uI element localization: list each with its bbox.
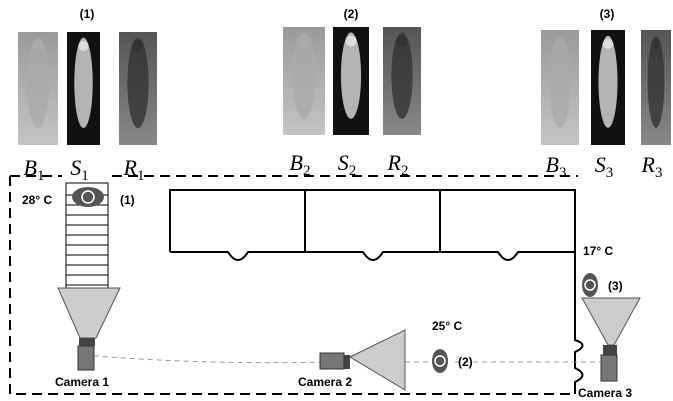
silhouette xyxy=(127,37,149,129)
temperature: 28° C xyxy=(22,193,52,207)
subscript: 2 xyxy=(303,163,311,179)
image-label: B1 xyxy=(24,155,45,184)
silhouette-head xyxy=(554,38,566,50)
silhouette xyxy=(74,37,93,129)
person-label: (3) xyxy=(608,279,623,293)
silhouette-head xyxy=(651,39,661,49)
image-label: B2 xyxy=(290,150,311,179)
camera-label: Camera 1 xyxy=(55,375,109,389)
lens xyxy=(603,345,617,355)
letter: S xyxy=(338,150,349,175)
group-label: (2) xyxy=(344,7,359,21)
subscript: 3 xyxy=(655,165,663,181)
silhouette-head xyxy=(297,34,311,48)
person-label: (1) xyxy=(120,193,135,207)
silhouette-head xyxy=(78,41,89,51)
silhouette xyxy=(26,37,50,129)
lens xyxy=(342,355,350,369)
image-label: R3 xyxy=(641,152,663,181)
silhouette xyxy=(549,35,571,128)
silhouette xyxy=(391,32,413,119)
silhouette xyxy=(647,35,665,128)
image-label: R2 xyxy=(387,150,409,179)
subscript: 1 xyxy=(37,168,45,184)
camera xyxy=(77,345,95,371)
camera xyxy=(319,352,345,370)
silhouette-head xyxy=(132,40,144,52)
camera xyxy=(600,354,618,382)
person-label: (2) xyxy=(458,355,473,369)
image-label: S2 xyxy=(338,150,357,179)
silhouette-head xyxy=(345,35,357,47)
silhouette-head xyxy=(32,40,44,52)
image-label: S3 xyxy=(595,152,614,181)
camera-view xyxy=(348,329,406,391)
camera-label: Camera 2 xyxy=(298,375,352,389)
person xyxy=(582,273,598,297)
letter: B xyxy=(546,152,559,177)
lens xyxy=(79,338,95,346)
silhouette xyxy=(292,32,316,119)
image-label: B3 xyxy=(546,152,567,181)
letter: R xyxy=(641,152,656,177)
subscript: 1 xyxy=(137,168,145,184)
silhouette-head xyxy=(396,35,408,47)
subscript: 2 xyxy=(349,163,357,179)
letter: R xyxy=(123,155,138,180)
letter: S xyxy=(70,155,81,180)
subscript: 2 xyxy=(401,163,409,179)
temperature: 25° C xyxy=(432,319,462,333)
group-label: (3) xyxy=(600,7,615,21)
subscript: 3 xyxy=(559,165,567,181)
temperature: 17° C xyxy=(583,244,613,258)
image-label: S1 xyxy=(70,155,89,184)
group-label: (1) xyxy=(80,7,95,21)
subscript: 1 xyxy=(81,168,89,184)
camera-view xyxy=(581,297,641,346)
silhouette xyxy=(598,35,618,128)
image-label: R1 xyxy=(123,155,145,184)
letter: B xyxy=(24,155,37,180)
person xyxy=(72,187,104,207)
camera-view xyxy=(57,287,121,339)
floor-plan xyxy=(9,175,584,395)
thumbnails: (1)B1 S1 R1(2)B2 S2 R2(3)B3 S3 R3 xyxy=(18,7,671,184)
letter: R xyxy=(387,150,402,175)
silhouette-head xyxy=(602,38,614,50)
letter: B xyxy=(290,150,303,175)
subscript: 3 xyxy=(606,165,614,181)
letter: S xyxy=(595,152,606,177)
silhouette xyxy=(340,32,362,119)
person xyxy=(432,349,448,373)
camera-label: Camera 3 xyxy=(578,386,632,400)
